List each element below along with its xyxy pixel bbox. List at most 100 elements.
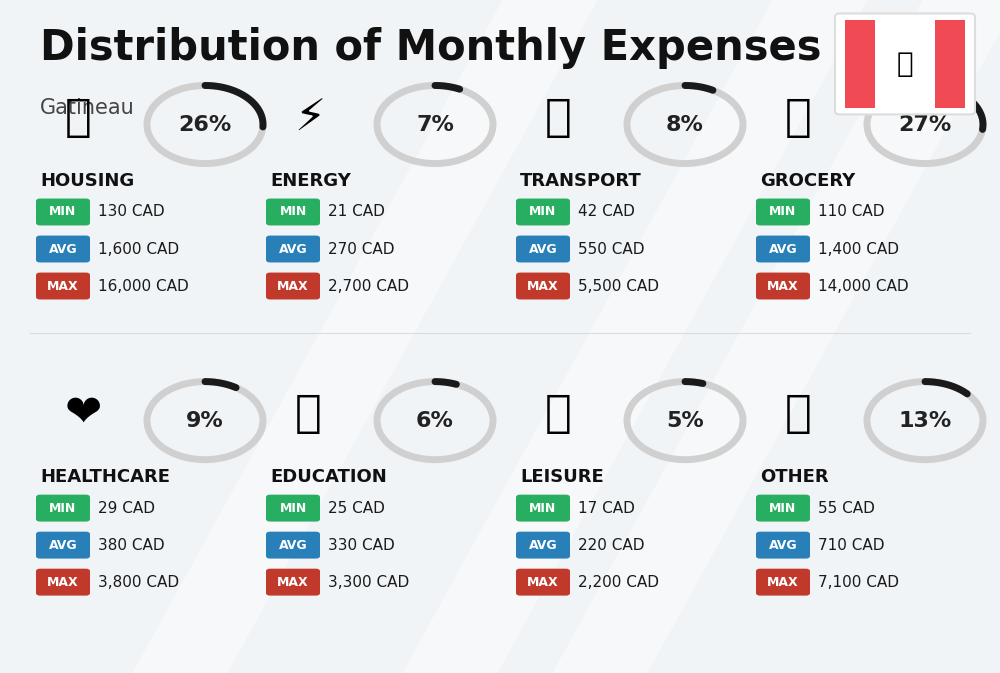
Text: MIN: MIN — [279, 205, 307, 219]
Text: MIN: MIN — [769, 501, 797, 515]
Text: AVG: AVG — [529, 242, 557, 256]
FancyBboxPatch shape — [516, 199, 570, 225]
FancyBboxPatch shape — [36, 532, 90, 559]
Text: 26%: 26% — [178, 114, 232, 135]
Text: AVG: AVG — [49, 538, 77, 552]
Text: 1,600 CAD: 1,600 CAD — [98, 242, 179, 256]
Text: 55 CAD: 55 CAD — [818, 501, 875, 516]
FancyBboxPatch shape — [266, 273, 320, 299]
Text: 5,500 CAD: 5,500 CAD — [578, 279, 659, 293]
Text: 17 CAD: 17 CAD — [578, 501, 635, 516]
FancyBboxPatch shape — [875, 20, 935, 108]
Text: 270 CAD: 270 CAD — [328, 242, 394, 256]
Text: 🏗️: 🏗️ — [65, 96, 92, 139]
Text: 42 CAD: 42 CAD — [578, 205, 635, 219]
Text: MIN: MIN — [769, 205, 797, 219]
Text: AVG: AVG — [769, 538, 797, 552]
Text: ❤️: ❤️ — [65, 392, 102, 435]
Text: 🛍️: 🛍️ — [545, 392, 572, 435]
Text: 🛒: 🛒 — [785, 96, 812, 139]
Text: 💰: 💰 — [785, 392, 812, 435]
Text: MIN: MIN — [279, 501, 307, 515]
Text: 27%: 27% — [898, 114, 952, 135]
Text: MAX: MAX — [527, 575, 559, 589]
FancyBboxPatch shape — [756, 569, 810, 596]
FancyBboxPatch shape — [516, 569, 570, 596]
Text: 220 CAD: 220 CAD — [578, 538, 645, 553]
FancyBboxPatch shape — [845, 20, 875, 108]
Text: 13%: 13% — [898, 411, 952, 431]
FancyBboxPatch shape — [36, 495, 90, 522]
FancyBboxPatch shape — [36, 273, 90, 299]
Text: 25 CAD: 25 CAD — [328, 501, 385, 516]
Text: HEALTHCARE: HEALTHCARE — [40, 468, 170, 486]
FancyBboxPatch shape — [756, 532, 810, 559]
Text: 16,000 CAD: 16,000 CAD — [98, 279, 189, 293]
Text: 550 CAD: 550 CAD — [578, 242, 645, 256]
FancyBboxPatch shape — [36, 199, 90, 225]
Text: 710 CAD: 710 CAD — [818, 538, 885, 553]
Text: 380 CAD: 380 CAD — [98, 538, 165, 553]
Text: MAX: MAX — [277, 279, 309, 293]
Text: MIN: MIN — [49, 501, 77, 515]
Text: AVG: AVG — [279, 242, 307, 256]
Text: 6%: 6% — [416, 411, 454, 431]
Text: MAX: MAX — [47, 575, 79, 589]
Text: 7,100 CAD: 7,100 CAD — [818, 575, 899, 590]
Text: 14,000 CAD: 14,000 CAD — [818, 279, 909, 293]
FancyBboxPatch shape — [36, 569, 90, 596]
Text: 330 CAD: 330 CAD — [328, 538, 395, 553]
FancyBboxPatch shape — [266, 569, 320, 596]
Text: MAX: MAX — [47, 279, 79, 293]
Text: 🍁: 🍁 — [897, 50, 913, 78]
Text: ⚡️: ⚡️ — [295, 96, 326, 139]
FancyBboxPatch shape — [756, 236, 810, 262]
Text: EDUCATION: EDUCATION — [270, 468, 387, 486]
FancyBboxPatch shape — [266, 532, 320, 559]
Text: MAX: MAX — [527, 279, 559, 293]
Text: HOUSING: HOUSING — [40, 172, 134, 190]
Text: MAX: MAX — [767, 575, 799, 589]
Text: AVG: AVG — [279, 538, 307, 552]
Text: 8%: 8% — [666, 114, 704, 135]
FancyBboxPatch shape — [516, 532, 570, 559]
Text: ENERGY: ENERGY — [270, 172, 351, 190]
FancyBboxPatch shape — [266, 236, 320, 262]
Text: MAX: MAX — [767, 279, 799, 293]
FancyBboxPatch shape — [756, 199, 810, 225]
Text: 21 CAD: 21 CAD — [328, 205, 385, 219]
Text: AVG: AVG — [49, 242, 77, 256]
Text: AVG: AVG — [769, 242, 797, 256]
Text: 5%: 5% — [666, 411, 704, 431]
FancyBboxPatch shape — [835, 13, 975, 114]
Text: MIN: MIN — [529, 501, 557, 515]
Text: AVG: AVG — [529, 538, 557, 552]
FancyBboxPatch shape — [516, 273, 570, 299]
Text: MIN: MIN — [49, 205, 77, 219]
Text: 3,800 CAD: 3,800 CAD — [98, 575, 179, 590]
Text: 2,700 CAD: 2,700 CAD — [328, 279, 409, 293]
Text: 9%: 9% — [186, 411, 224, 431]
Text: 130 CAD: 130 CAD — [98, 205, 165, 219]
FancyBboxPatch shape — [516, 236, 570, 262]
FancyBboxPatch shape — [756, 273, 810, 299]
Text: 7%: 7% — [416, 114, 454, 135]
Text: 110 CAD: 110 CAD — [818, 205, 885, 219]
FancyBboxPatch shape — [756, 495, 810, 522]
Text: LEISURE: LEISURE — [520, 468, 604, 486]
FancyBboxPatch shape — [36, 236, 90, 262]
FancyBboxPatch shape — [935, 20, 965, 108]
Text: 🎓: 🎓 — [295, 392, 322, 435]
Text: 29 CAD: 29 CAD — [98, 501, 155, 516]
Text: MIN: MIN — [529, 205, 557, 219]
Text: 2,200 CAD: 2,200 CAD — [578, 575, 659, 590]
Text: 1,400 CAD: 1,400 CAD — [818, 242, 899, 256]
Text: OTHER: OTHER — [760, 468, 829, 486]
FancyBboxPatch shape — [266, 495, 320, 522]
FancyBboxPatch shape — [516, 495, 570, 522]
Text: 🚌: 🚌 — [545, 96, 572, 139]
Text: Gatineau: Gatineau — [40, 98, 135, 118]
Text: GROCERY: GROCERY — [760, 172, 855, 190]
Text: 3,300 CAD: 3,300 CAD — [328, 575, 409, 590]
Text: TRANSPORT: TRANSPORT — [520, 172, 642, 190]
